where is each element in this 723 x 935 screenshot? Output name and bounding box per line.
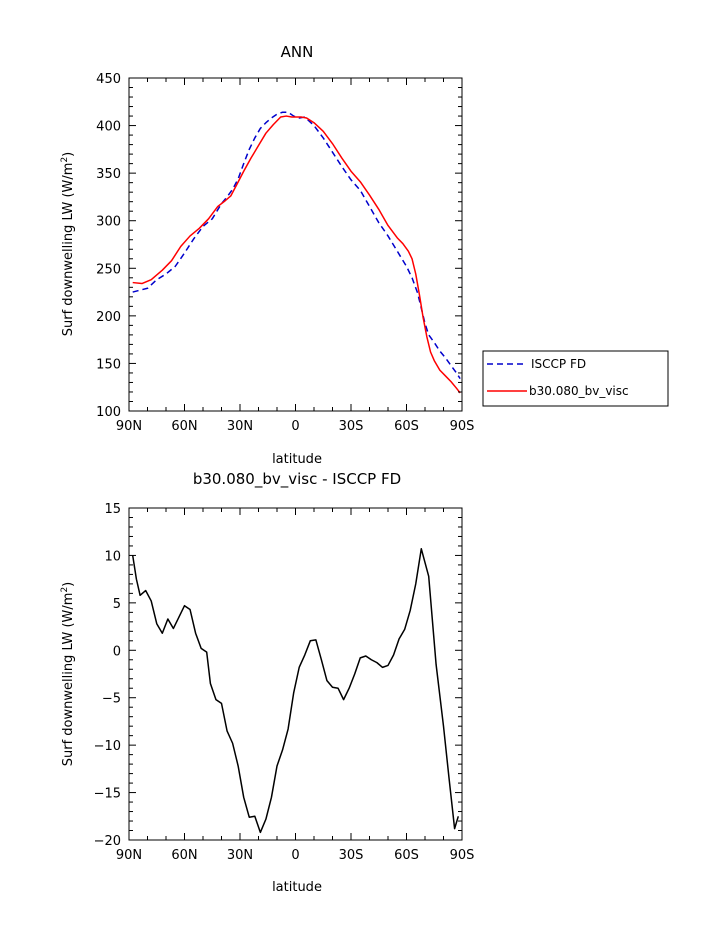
bottom-panel: b30.080_bv_visc - ISCCP FD 90N 60N 30N 0 30S…: [60, 470, 474, 895]
bottom-ytick-label: −5: [102, 692, 121, 707]
bottom-ytick-label: 5: [113, 597, 121, 612]
bottom-ytick-label: −15: [94, 787, 121, 802]
bottom-ytick-label: −20: [94, 834, 121, 849]
top-plot-frame: [128, 77, 463, 412]
bottom-series-group: [131, 548, 460, 834]
bottom-y-axis-label: Surf downwelling LW (W/m2): [60, 582, 76, 767]
legend-label-isccp: ISCCP FD: [531, 357, 586, 371]
bottom-title: b30.080_bv_visc - ISCCP FD: [193, 470, 401, 489]
top-series-line-1: [132, 111, 461, 380]
bottom-ytick-label: −10: [94, 739, 121, 754]
bottom-xtick-label: 60S: [394, 848, 419, 863]
top-series-line-2: [132, 115, 461, 394]
top-ytick-label: 300: [96, 215, 121, 230]
bottom-xtick-label: 60N: [171, 848, 197, 863]
bottom-ytick-label: 15: [104, 502, 121, 517]
top-ytick-label: 200: [96, 310, 121, 325]
top-x-axis-label: latitude: [272, 452, 322, 467]
top-ytick-label: 350: [96, 167, 121, 182]
top-xtick-label: 60N: [171, 419, 197, 434]
bottom-x-axis-label: latitude: [272, 880, 322, 895]
top-series-group: [132, 111, 461, 394]
legend: ISCCP FD b30.080_bv_visc: [482, 350, 669, 407]
legend-label-model: b30.080_bv_visc: [529, 384, 629, 398]
bottom-ytick-label: 0: [113, 644, 121, 659]
bottom-xtick-label: 30S: [339, 848, 364, 863]
bottom-ticks: 90N 60N 30N 0 30S 60S 90S −20 −15 −10 −5 0 5 10 15: [94, 502, 475, 863]
top-title: ANN: [281, 43, 314, 61]
top-ticks: 90N 60N 30N 0 30S 60S 90S 100 150 200 250 300 350 400…: [96, 72, 474, 434]
top-ytick-label: 450: [96, 72, 121, 87]
bottom-xtick-label: 30N: [227, 848, 253, 863]
bottom-ytick-label: 10: [104, 549, 121, 564]
top-xtick-label: 60S: [394, 419, 419, 434]
top-panel: ANN 90N 60N 30N 0 30S 60S 90S 100 150 200 250 300 35…: [60, 43, 669, 467]
top-xtick-label: 30N: [227, 419, 253, 434]
bottom-series-line-1: [131, 548, 460, 834]
bottom-plot-frame: [128, 507, 463, 841]
legend-box: [482, 350, 669, 407]
bottom-xtick-label: 0: [291, 848, 299, 863]
top-xtick-label: 30S: [339, 419, 364, 434]
top-y-axis-label: Surf downwelling LW (W/m2): [60, 152, 76, 337]
top-xtick-label: 90S: [450, 419, 475, 434]
bottom-xtick-label: 90N: [116, 848, 142, 863]
top-ytick-label: 250: [96, 262, 121, 277]
bottom-xtick-label: 90S: [450, 848, 475, 863]
top-xtick-label: 90N: [116, 419, 142, 434]
top-ytick-label: 100: [96, 405, 121, 420]
top-ytick-label: 400: [96, 120, 121, 135]
top-ytick-label: 150: [96, 357, 121, 372]
top-xtick-label: 0: [291, 419, 299, 434]
